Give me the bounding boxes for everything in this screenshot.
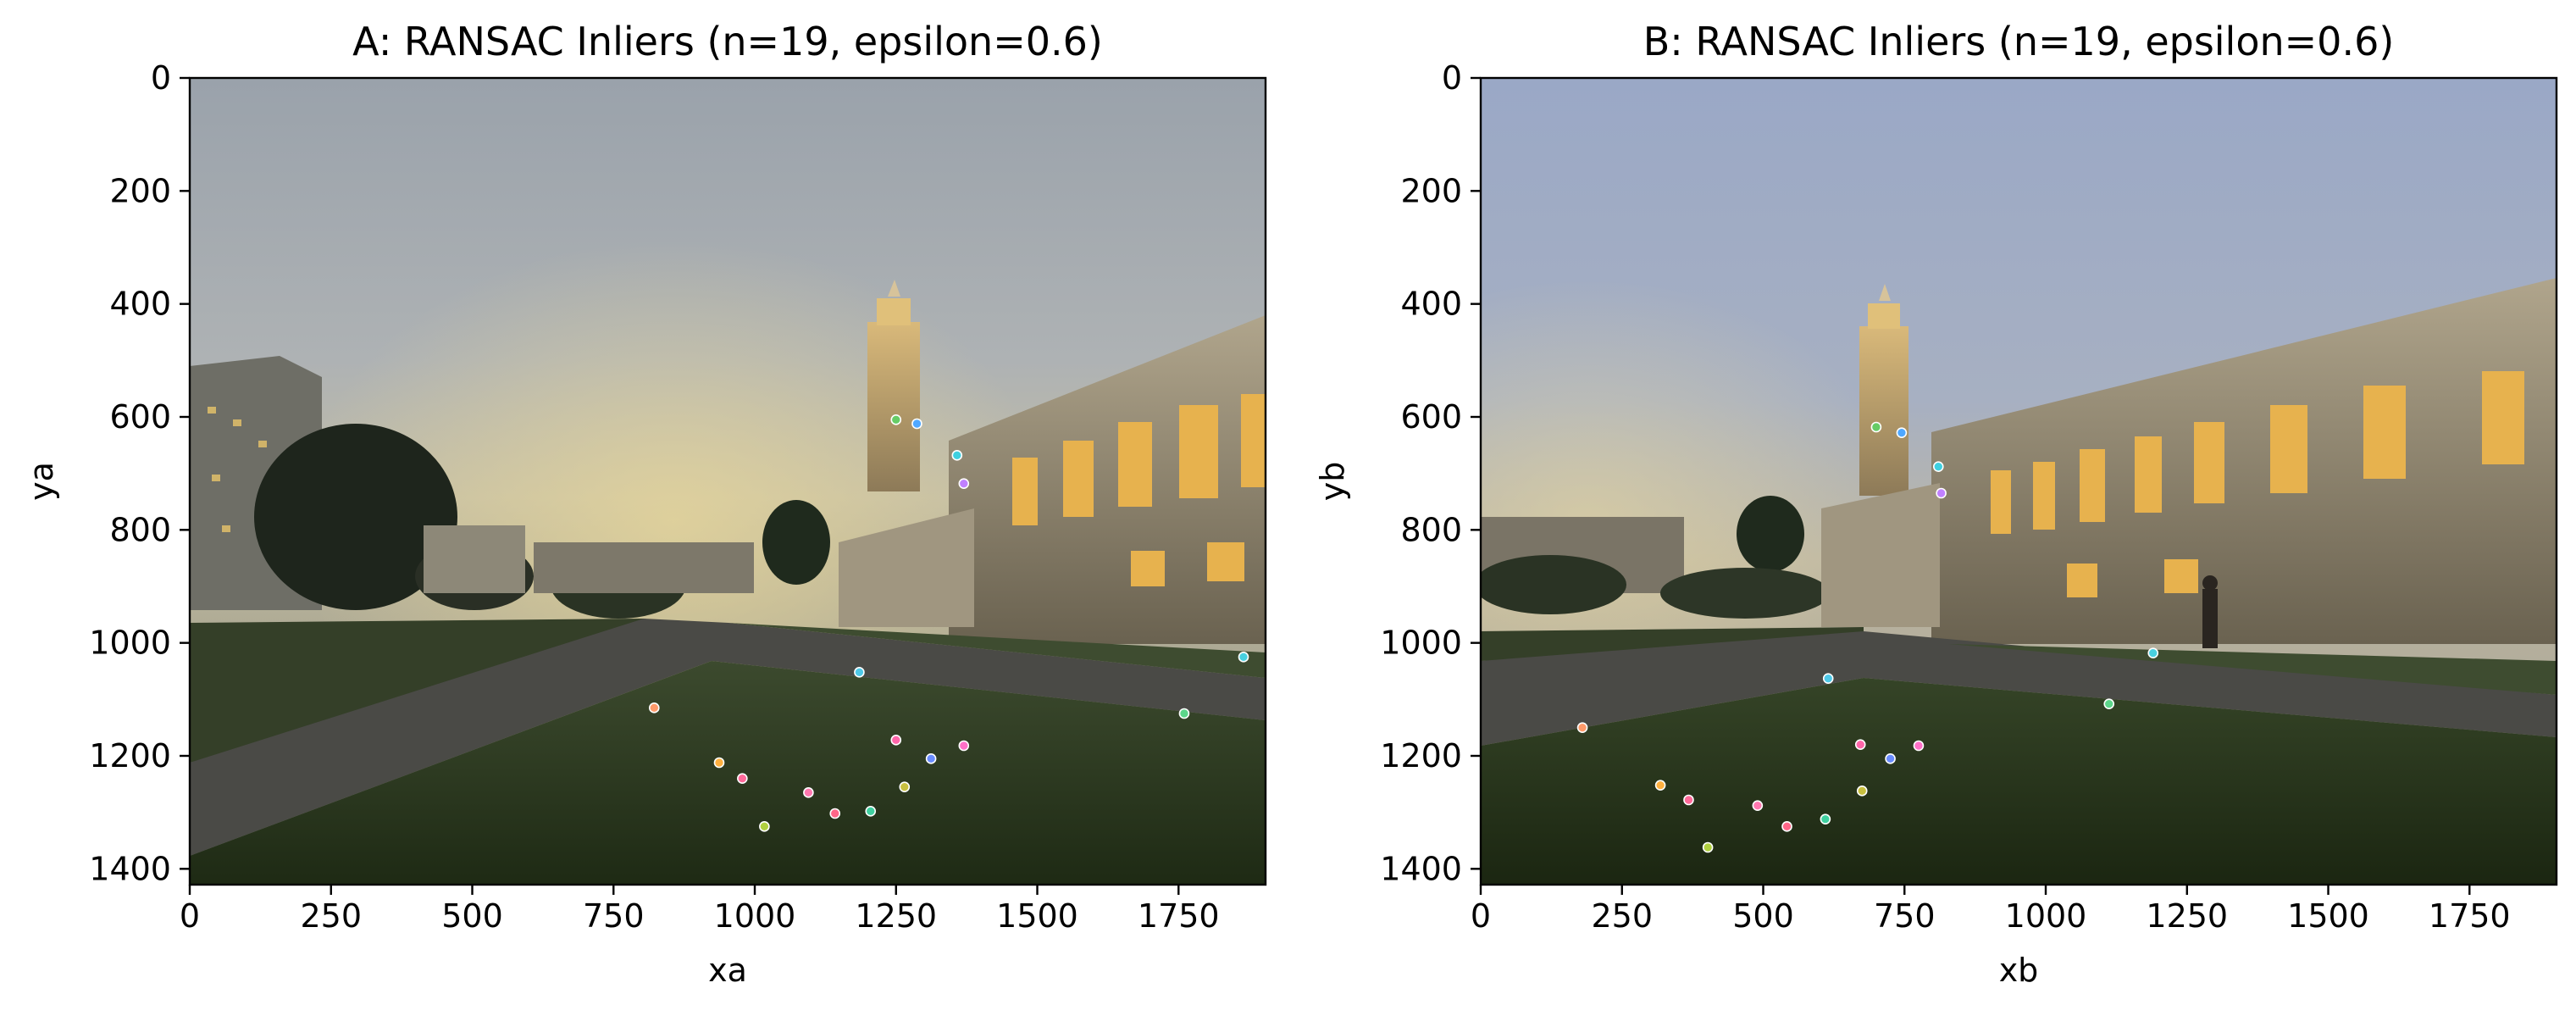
x-tick-label: 0 [180,897,200,935]
inlier-point [890,735,902,746]
inlier-point [1238,652,1249,663]
inlier-point [911,418,922,430]
inlier-point [1885,753,1896,764]
inlier-point [1576,722,1588,733]
x-tick-label: 250 [300,897,362,935]
y-tick-label: 800 [109,511,171,548]
inlier-point [1936,487,1947,499]
inlier-point [1178,708,1190,719]
x-tick-label: 1000 [714,897,796,935]
x-tick-label: 1750 [1138,897,1220,935]
y-tick-label: 1200 [89,737,171,774]
x-tick-label: 1750 [2429,897,2511,935]
inlier-points-b [1576,421,2159,853]
x-tick-label: 1000 [2005,897,2087,935]
inlier-point [1854,739,1866,750]
inlier-point [958,478,970,489]
inlier-point [890,414,902,425]
y-tick-label: 200 [1400,172,1462,209]
y-axis-label-b: yb [1314,462,1351,502]
inlier-point [1781,821,1792,832]
y-tick-label: 1400 [89,850,171,887]
inlier-point [829,808,841,819]
inlier-point [1683,794,1694,806]
inlier-point [1702,841,1714,853]
panel-b-title: B: RANSAC Inliers (n=19, epsilon=0.6) [1643,19,2395,64]
inlier-point [1856,786,1868,797]
inlier-point [737,773,748,784]
inlier-point [1820,813,1831,824]
y-tick-label: 600 [109,398,171,436]
y-tick-label: 200 [109,172,171,209]
x-tick-label: 250 [1591,897,1653,935]
x-ticks-b: 0 250 500 750 1000 1250 1500 1750 [1471,885,2511,935]
inlier-point [925,753,937,764]
y-tick-label: 400 [109,286,171,323]
inlier-point [1896,427,1908,438]
inlier-point [648,702,660,713]
x-tick-label: 1250 [855,897,937,935]
y-tick-label: 800 [1400,511,1462,548]
inlier-point [2147,647,2159,658]
inlier-point [865,806,877,817]
inlier-point [958,740,970,752]
x-axis-label-a: xa [708,952,747,989]
x-tick-label: 500 [441,897,503,935]
x-ticks-a: 0 250 500 750 1000 1250 1500 1750 [180,885,1220,935]
y-tick-label: 1000 [89,625,171,662]
axes-frame-b [1479,76,2558,886]
inlier-point [2103,698,2115,709]
y-ticks-b: 0 200 400 600 800 1000 1200 1400 [1380,59,1481,887]
y-tick-label: 1400 [1380,850,1462,887]
y-tick-label: 1000 [1380,625,1462,662]
panel-b: 0 250 500 750 1000 1250 1500 1750 0 200 400 600 800… [1314,19,2558,989]
inlier-points-a [648,414,1249,832]
axes-frame-a [188,76,1267,886]
x-tick-label: 1500 [996,897,1078,935]
y-tick-label: 0 [1442,59,1462,97]
panel-a-title: A: RANSAC Inliers (n=19, epsilon=0.6) [352,19,1103,64]
x-tick-label: 750 [1874,897,1936,935]
x-axis-label-b: xb [1999,952,2039,989]
y-tick-label: 400 [1400,286,1462,323]
x-tick-label: 0 [1471,897,1491,935]
x-tick-label: 750 [583,897,645,935]
photo-a [190,78,1266,885]
x-tick-label: 1250 [2146,897,2228,935]
y-axis-label-a: ya [23,462,60,501]
y-tick-label: 1200 [1380,737,1462,774]
y-ticks-a: 0 200 400 600 800 1000 1200 1400 [89,59,190,887]
inlier-point [1913,740,1925,752]
inlier-point [759,821,770,832]
inlier-point [1654,780,1666,791]
inlier-point [1822,673,1834,684]
inlier-point [1752,800,1764,811]
y-tick-label: 0 [151,59,171,97]
x-tick-label: 500 [1732,897,1794,935]
panel-a: 0 250 500 750 1000 1250 1500 1750 0 200 400 600 800… [23,19,1267,989]
inlier-point [951,450,963,461]
inlier-point [803,787,814,798]
inlier-point [854,667,865,678]
photo-b [1481,78,2557,885]
inlier-point [899,781,911,792]
y-tick-label: 600 [1400,398,1462,436]
inlier-point [713,757,725,769]
inlier-point [1870,421,1882,433]
x-tick-label: 1500 [2287,897,2369,935]
inlier-point [1932,461,1944,472]
